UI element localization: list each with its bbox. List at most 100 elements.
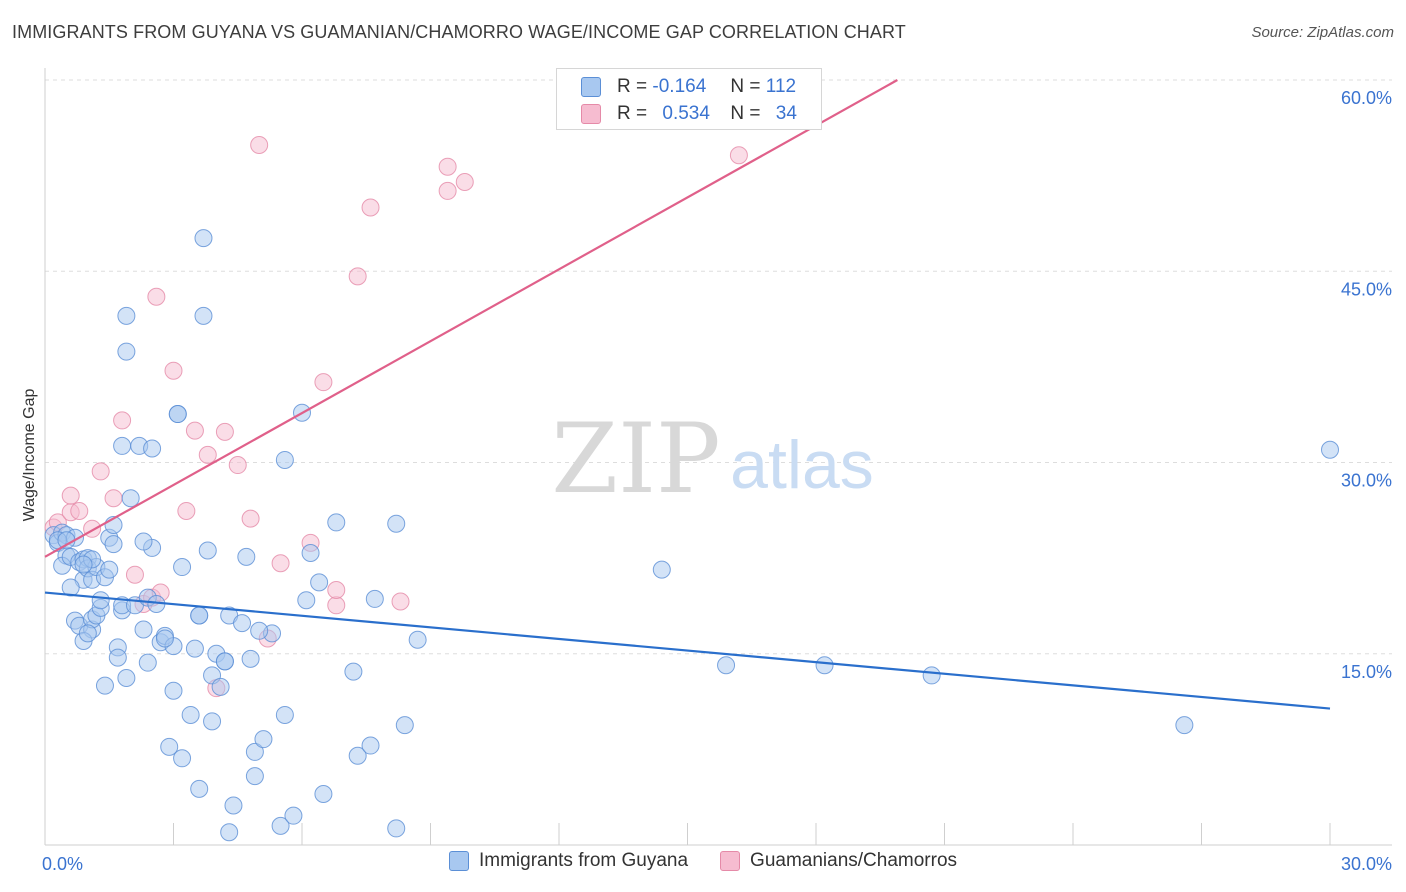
guyana-point bbox=[327, 513, 346, 532]
guyana-point bbox=[117, 306, 136, 325]
guamanian-point bbox=[361, 198, 380, 217]
guyana-point bbox=[717, 656, 736, 675]
guyana-point bbox=[173, 749, 192, 768]
guyana-point bbox=[138, 653, 157, 672]
guamanian-point bbox=[70, 501, 89, 520]
guamanian-point bbox=[250, 136, 269, 155]
guamanian-point bbox=[455, 173, 474, 191]
guyana-point bbox=[224, 796, 243, 815]
stats-row-guamanians: R = 0.534 N = 34 bbox=[581, 100, 797, 128]
guamanian-point bbox=[438, 157, 457, 176]
guyana-point bbox=[245, 742, 264, 761]
guyana-point bbox=[95, 676, 114, 695]
guamanian-point bbox=[147, 287, 166, 306]
guyana-point bbox=[310, 573, 329, 592]
stats-legend-box: R = -0.164 N = 112 R = 0.534 N = 34 bbox=[556, 68, 822, 130]
guamanian-point bbox=[438, 181, 457, 200]
guyana-point bbox=[387, 514, 406, 533]
stats-r-label: R = bbox=[617, 76, 648, 97]
stats-n-value: 34 bbox=[775, 103, 797, 124]
guyana-point bbox=[134, 532, 153, 551]
chart-title: IMMIGRANTS FROM GUYANA VS GUAMANIAN/CHAM… bbox=[12, 22, 906, 42]
x-tick-label: 30.0% bbox=[1341, 854, 1392, 874]
axes bbox=[44, 68, 1392, 846]
guamanian-point bbox=[164, 361, 183, 380]
x-tick-label: 0.0% bbox=[42, 854, 83, 874]
grid-lines bbox=[45, 79, 1392, 655]
guyana-point bbox=[173, 558, 192, 577]
stats-r-value: 0.534 bbox=[662, 103, 710, 124]
guyana-point bbox=[297, 591, 316, 610]
y-tick-label: 45.0% bbox=[1341, 279, 1392, 299]
guyana-point bbox=[237, 547, 256, 566]
stats-r-value: -0.164 bbox=[652, 76, 707, 97]
guyana-point bbox=[220, 823, 239, 842]
guamanian-point bbox=[348, 267, 367, 286]
guyana-point bbox=[190, 606, 209, 625]
guamanian-point bbox=[228, 456, 247, 475]
guamanian-point bbox=[314, 373, 333, 392]
guyana-point bbox=[117, 668, 136, 687]
guyana-point bbox=[365, 589, 384, 608]
guamanian-point bbox=[104, 489, 123, 508]
guamanian-point bbox=[271, 554, 290, 573]
legend-label-guyana: Immigrants from Guyana bbox=[478, 850, 689, 871]
bottom-legend: Immigrants from Guyana Guamanians/Chamor… bbox=[0, 850, 1406, 872]
guamanian-point bbox=[729, 146, 748, 165]
guamanian-point bbox=[215, 422, 234, 441]
trendline-guamanians bbox=[44, 79, 898, 558]
guamanian-point bbox=[91, 462, 110, 481]
watermark: ZIP atlas bbox=[551, 403, 873, 515]
stats-row-guyana: R = -0.164 N = 112 bbox=[581, 73, 796, 101]
guyana-point bbox=[348, 746, 367, 765]
guyana-point bbox=[164, 681, 183, 700]
guamanian-point bbox=[327, 581, 346, 599]
guyana-point bbox=[121, 489, 140, 508]
guyana-point bbox=[143, 439, 162, 458]
guyana-point bbox=[113, 436, 132, 455]
guyana-point bbox=[387, 819, 406, 838]
stats-n-label: N = bbox=[730, 103, 761, 124]
guyana-point bbox=[245, 767, 264, 786]
watermark-atlas: atlas bbox=[730, 427, 874, 503]
guyana-point bbox=[160, 737, 179, 756]
guamanian-point bbox=[113, 411, 132, 430]
guyana-point bbox=[194, 306, 213, 325]
guyana-point bbox=[185, 639, 204, 658]
watermark-zip: ZIP bbox=[551, 403, 720, 515]
guyana-point bbox=[815, 656, 834, 675]
guyana-point bbox=[78, 624, 97, 643]
legend-item-guamanians[interactable]: Guamanians/Chamorros bbox=[720, 850, 957, 872]
stats-n-value: 112 bbox=[765, 76, 797, 97]
stats-r-label: R = bbox=[617, 103, 648, 124]
guyana-point bbox=[271, 816, 290, 835]
guyana-point bbox=[117, 342, 136, 361]
guyana-swatch bbox=[448, 851, 469, 871]
guamanian-point bbox=[327, 596, 346, 615]
guyana-point bbox=[408, 630, 427, 649]
guyana-point bbox=[275, 705, 294, 724]
guyana-point bbox=[155, 629, 174, 648]
guyana-point bbox=[301, 544, 320, 563]
guyana-point bbox=[284, 806, 303, 825]
guyana-point bbox=[91, 591, 110, 610]
guyana-swatch bbox=[581, 77, 601, 97]
guamanian-point bbox=[185, 421, 204, 440]
guyana-point bbox=[395, 716, 414, 735]
guyana-point bbox=[100, 560, 119, 579]
guamanian-point bbox=[241, 509, 260, 528]
guamanian-point bbox=[391, 592, 410, 611]
guyana-point bbox=[254, 730, 273, 749]
guyana-point bbox=[134, 620, 153, 639]
guamanians-swatch bbox=[720, 851, 741, 871]
guyana-point bbox=[74, 555, 93, 574]
guyana-point bbox=[190, 779, 209, 798]
stats-n-label: N = bbox=[730, 76, 761, 97]
legend-item-guyana[interactable]: Immigrants from Guyana bbox=[448, 850, 689, 872]
source-label: Source: ZipAtlas.com bbox=[1251, 24, 1394, 41]
guyana-point bbox=[57, 531, 76, 550]
series-guyana-points bbox=[44, 229, 1339, 842]
guyana-point bbox=[215, 652, 234, 671]
trendlines bbox=[44, 79, 1331, 710]
